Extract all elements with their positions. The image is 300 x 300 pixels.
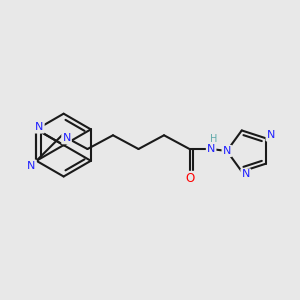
Text: O: O: [185, 172, 194, 185]
Text: N: N: [62, 133, 71, 143]
Text: N: N: [267, 130, 275, 140]
Text: H: H: [210, 134, 218, 144]
Text: N: N: [35, 122, 44, 132]
Text: N: N: [242, 169, 250, 179]
Text: N: N: [223, 146, 231, 156]
Text: N: N: [27, 161, 36, 171]
Text: N: N: [207, 144, 215, 154]
